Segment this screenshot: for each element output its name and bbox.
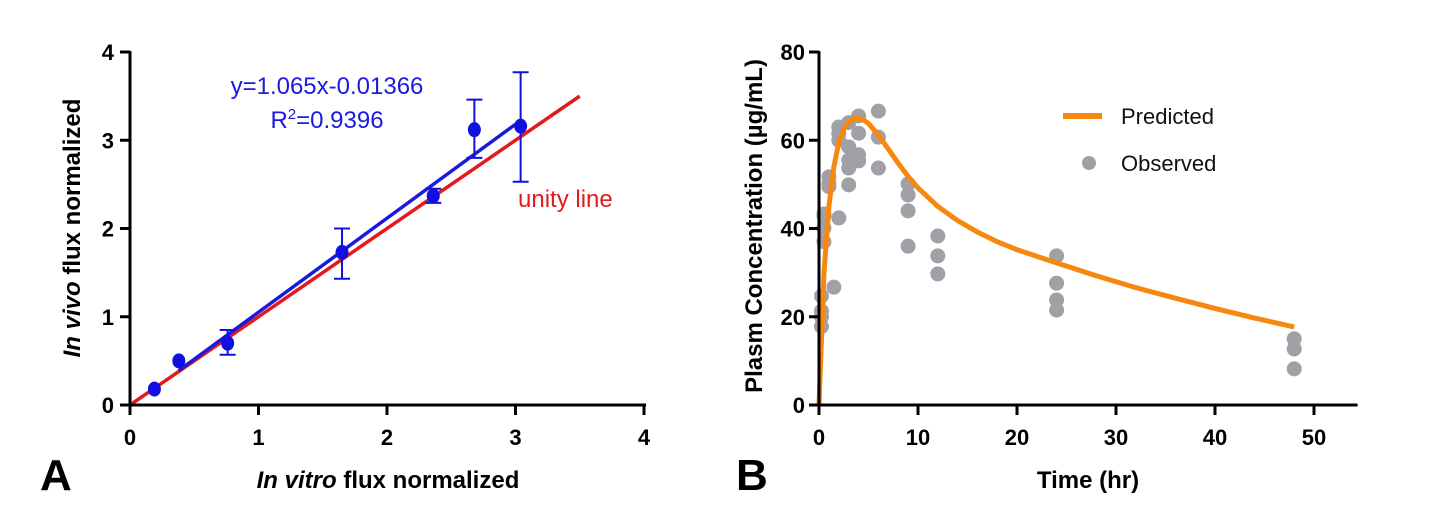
- panel-a-x-axis-title: In vitro flux normalized: [257, 467, 520, 494]
- y-tick-label: 0: [793, 393, 805, 418]
- data-point: [172, 353, 186, 369]
- observed-point: [870, 160, 886, 176]
- data-point: [514, 118, 528, 134]
- r-squared-superscript: 2: [288, 106, 296, 123]
- observed-point: [1049, 275, 1065, 291]
- observed-point: [900, 187, 916, 203]
- observed-point: [930, 228, 946, 244]
- y-tick-label: 1: [102, 305, 114, 330]
- observed-point: [1286, 341, 1302, 357]
- fit-equation-label: y=1.065x-0.01366: [231, 73, 424, 100]
- x-tick-label: 20: [1005, 425, 1029, 450]
- x-tick-label: 10: [906, 425, 930, 450]
- panel-a-plot-area: [129, 71, 581, 407]
- x-tick-label: 0: [124, 425, 136, 450]
- r-squared-prefix: R: [270, 107, 287, 134]
- data-point: [335, 244, 349, 260]
- y-title-italic: In vivo: [59, 281, 86, 357]
- y-tick-label: 60: [781, 128, 805, 153]
- observed-point: [870, 103, 886, 119]
- observed-point: [930, 266, 946, 282]
- x-tick-label: 1: [252, 425, 264, 450]
- x-tick-label: 30: [1104, 425, 1128, 450]
- data-point: [467, 122, 481, 138]
- observed-point: [1286, 361, 1302, 377]
- r-squared-value: =0.9396: [296, 107, 383, 134]
- x-tick-label: 2: [381, 425, 393, 450]
- y-tick-label: 40: [781, 217, 805, 242]
- panel-a-axes: 0 1 2 3 4 0 1 2 3 4: [102, 40, 651, 450]
- data-point: [221, 335, 235, 351]
- legend-observed-marker: [1082, 156, 1096, 170]
- panel-b-y-axis-title: Plasm Concentration (µg/mL): [741, 59, 768, 393]
- x-tick-label: 40: [1203, 425, 1227, 450]
- observed-point: [831, 210, 847, 226]
- regression-line: [177, 119, 522, 372]
- x-title-rest: flux normalized: [337, 467, 520, 494]
- y-tick-label: 80: [781, 40, 805, 65]
- legend-observed-label: Observed: [1121, 151, 1216, 176]
- y-tick-label: 0: [102, 393, 114, 418]
- y-tick-label: 4: [102, 40, 115, 65]
- data-point: [147, 381, 161, 397]
- data-point: [426, 188, 440, 204]
- observed-point: [900, 203, 916, 219]
- observed-point: [1049, 302, 1065, 318]
- x-tick-label: 0: [813, 425, 825, 450]
- panel-b-plot-area: [813, 103, 1302, 406]
- y-tick-label: 20: [781, 305, 805, 330]
- y-tick-label: 2: [102, 217, 114, 242]
- observed-point: [900, 238, 916, 254]
- unity-line-label: unity line: [518, 186, 613, 213]
- panel-b-axes: 0 10 20 30 40 50 0 20 40 60 80: [781, 40, 1358, 450]
- panel-a-y-axis-title: In vivo flux normalized: [59, 99, 86, 358]
- legend-predicted-label: Predicted: [1121, 104, 1214, 129]
- r-squared-label: R2=0.9396: [270, 106, 383, 134]
- panel-b-x-axis-title: Time (hr): [1037, 467, 1139, 494]
- observed-point: [930, 248, 946, 264]
- panel-a-letter: A: [40, 451, 72, 500]
- y-tick-label: 3: [102, 128, 114, 153]
- legend: Predicted Observed: [1063, 104, 1216, 176]
- observed-point: [851, 153, 867, 169]
- observed-point: [841, 177, 857, 193]
- panel-b-letter: B: [736, 451, 768, 500]
- observed-point: [851, 125, 867, 141]
- y-title-rest: flux normalized: [59, 99, 86, 282]
- observed-point: [826, 279, 842, 295]
- x-tick-label: 3: [509, 425, 521, 450]
- predicted-curve: [816, 115, 1295, 406]
- x-title-italic: In vitro: [257, 467, 337, 494]
- x-tick-label: 50: [1302, 425, 1326, 450]
- x-tick-label: 4: [638, 425, 651, 450]
